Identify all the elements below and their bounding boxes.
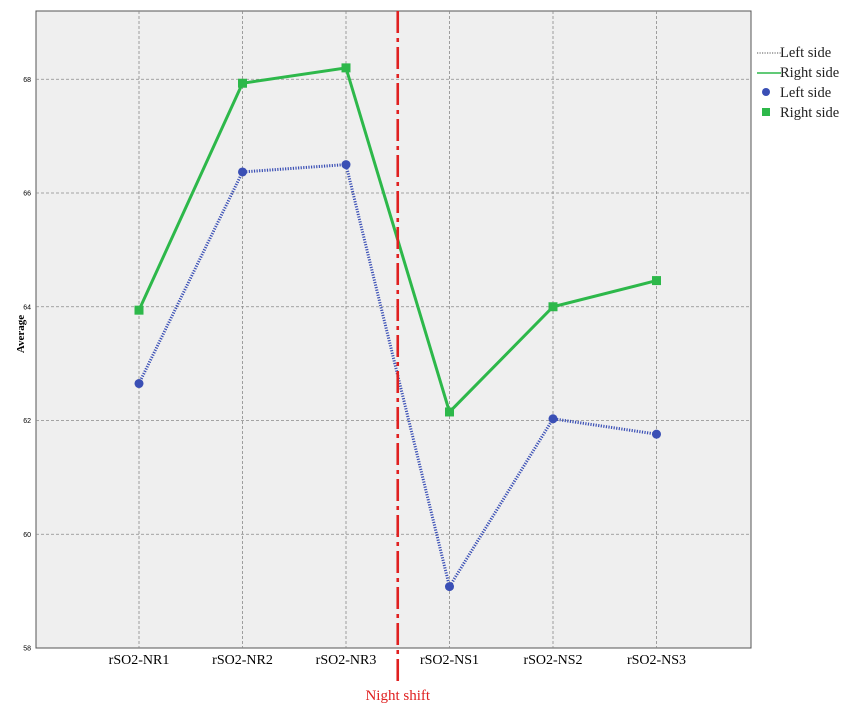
grid <box>36 11 751 648</box>
y-tick-label: 58 <box>23 646 31 653</box>
y-axis-label: Average <box>15 315 27 353</box>
legend-label: Right side <box>780 105 839 121</box>
legend: Left side Right side Left side Right side <box>757 45 839 121</box>
legend-marker-swatch <box>762 108 770 116</box>
data-point-right-side <box>548 302 558 312</box>
y-axis-ticks: 58 60 62 64 66 68 <box>23 77 31 653</box>
y-tick-label: 60 <box>23 532 31 539</box>
y-tick-label: 62 <box>23 418 31 425</box>
data-point-right-side <box>341 63 351 73</box>
x-tick-label: rSO2-NR3 <box>316 653 377 668</box>
data-point-right-side <box>445 407 454 417</box>
x-tick-label: rSO2-NS1 <box>420 653 479 668</box>
y-tick-label: 66 <box>23 191 31 198</box>
legend-label: Left side <box>780 45 831 61</box>
legend-marker-swatch <box>762 88 770 96</box>
x-tick-label: rSO2-NR1 <box>109 653 170 668</box>
y-tick-label: 64 <box>23 304 31 311</box>
data-point-right-side <box>134 305 144 315</box>
night-shift-label: Night shift <box>365 688 430 704</box>
data-point-right-side <box>652 276 661 286</box>
x-tick-label: rSO2-NS3 <box>627 653 686 668</box>
plot-background <box>35 10 752 649</box>
data-point-left-side <box>548 414 558 424</box>
data-point-left-side <box>134 379 144 389</box>
y-tick-label: 68 <box>23 77 31 84</box>
data-point-left-side <box>238 167 247 177</box>
night-shift-annotation: Night shift <box>365 11 431 704</box>
data-point-left-side <box>341 160 351 170</box>
x-tick-label: rSO2-NS2 <box>523 653 582 668</box>
data-point-left-side <box>652 429 661 439</box>
x-axis-ticks: rSO2-NR1 rSO2-NR2 rSO2-NR3 rSO2-NS1 rSO2-NS2… <box>109 653 686 668</box>
x-tick-label: rSO2-NR2 <box>212 653 273 668</box>
legend-label: Right side <box>780 65 839 81</box>
data-point-left-side <box>445 582 454 592</box>
legend-label: Left side <box>780 85 831 101</box>
data-point-right-side <box>238 78 247 88</box>
